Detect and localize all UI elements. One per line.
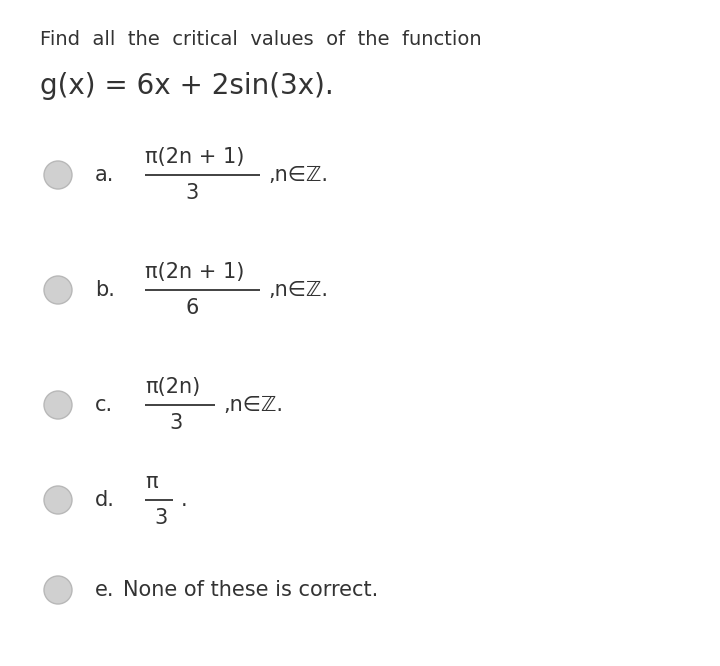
Circle shape [44,486,72,514]
Text: b.: b. [95,280,115,300]
Text: 3: 3 [155,508,168,528]
Text: None of these is correct.: None of these is correct. [123,580,378,600]
Text: a.: a. [95,165,114,185]
Text: g(x) = 6x + 2sin(3x).: g(x) = 6x + 2sin(3x). [40,72,334,100]
Text: π(2n + 1): π(2n + 1) [145,262,244,282]
Text: Find  all  the  critical  values  of  the  function: Find all the critical values of the func… [40,30,482,49]
Text: ,n∈ℤ.: ,n∈ℤ. [223,395,283,415]
Text: d.: d. [95,490,115,510]
Circle shape [44,276,72,304]
Text: π(2n + 1): π(2n + 1) [145,147,244,167]
Text: e.: e. [95,580,114,600]
Text: 3: 3 [169,413,183,433]
Text: π: π [145,472,158,492]
Circle shape [44,161,72,189]
Text: ,n∈ℤ.: ,n∈ℤ. [268,165,328,185]
Text: ,n∈ℤ.: ,n∈ℤ. [268,280,328,300]
Circle shape [44,391,72,419]
Text: c.: c. [95,395,113,415]
Text: .: . [181,490,188,510]
Text: π(2n): π(2n) [145,377,200,397]
Text: 3: 3 [185,183,199,203]
Text: 6: 6 [185,298,199,318]
Circle shape [44,576,72,604]
